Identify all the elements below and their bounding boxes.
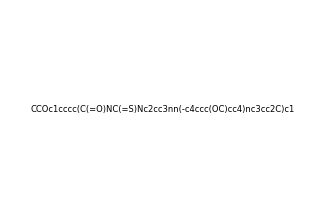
- Text: CCOc1cccc(C(=O)NC(=S)Nc2cc3nn(-c4ccc(OC)cc4)nc3cc2C)c1: CCOc1cccc(C(=O)NC(=S)Nc2cc3nn(-c4ccc(OC)…: [31, 104, 295, 114]
